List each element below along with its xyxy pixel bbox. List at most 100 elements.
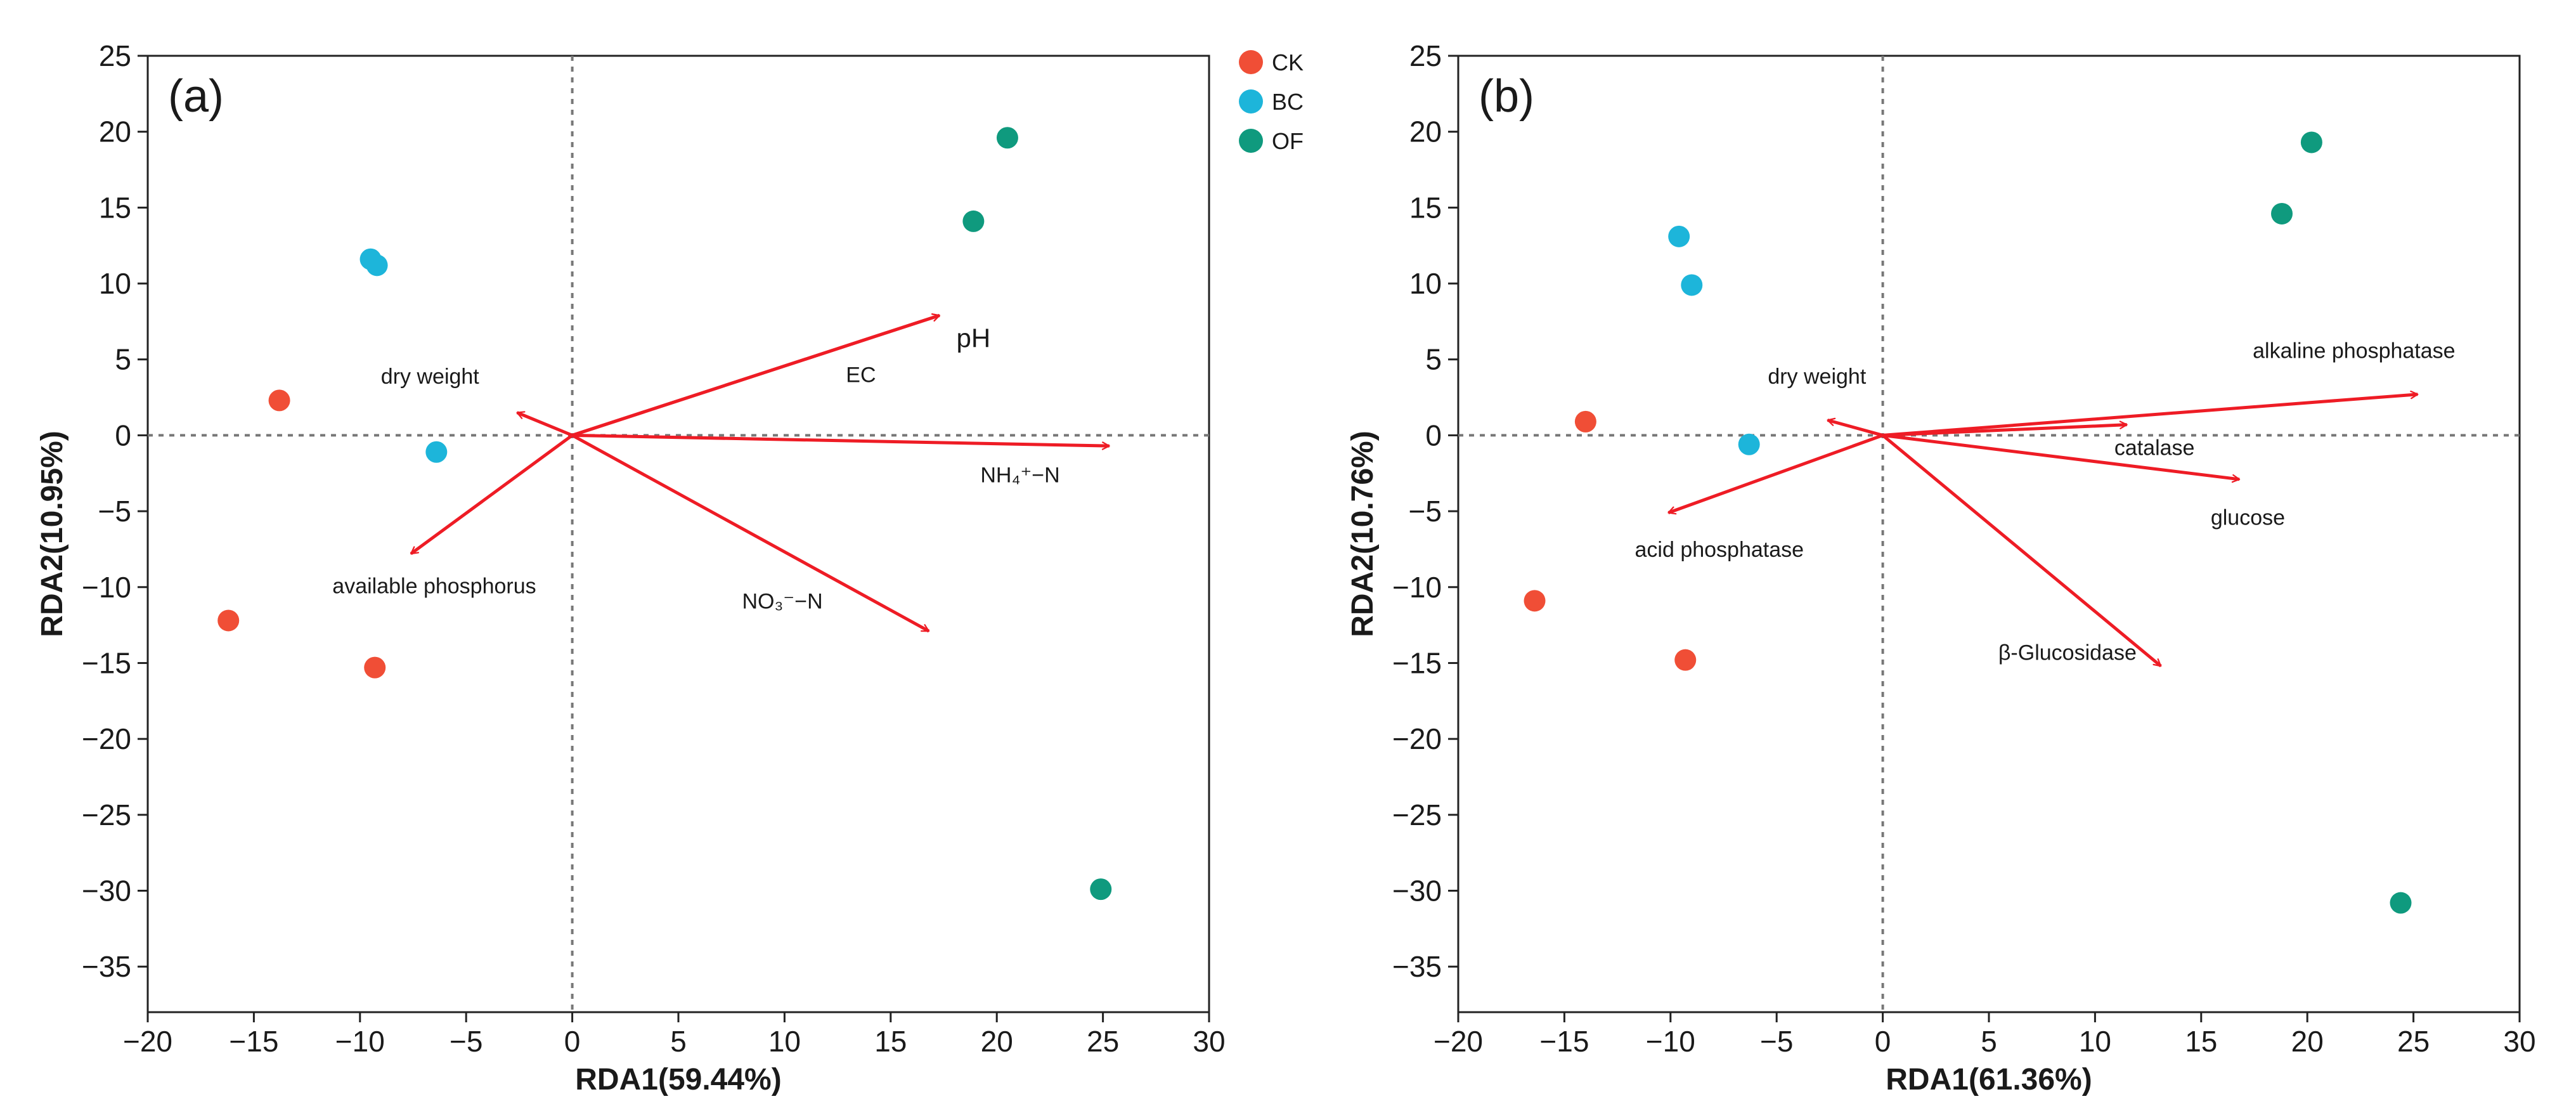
y-tick-label: 5 xyxy=(115,343,131,376)
y-tick-label: 20 xyxy=(99,115,131,148)
point-bc xyxy=(1738,433,1760,455)
arrow-label: NO₃⁻−N xyxy=(742,589,822,613)
arrow-available-phosphorus xyxy=(410,434,574,556)
x-tick-label: 30 xyxy=(1193,1025,1225,1058)
y-tick-label: −15 xyxy=(82,646,131,679)
point-bc xyxy=(366,254,388,277)
point-bc xyxy=(1681,274,1703,296)
x-tick-label: −15 xyxy=(229,1025,278,1058)
y-tick-label: −30 xyxy=(1392,875,1442,908)
x-tick-label: 25 xyxy=(1087,1025,1119,1058)
x-tick-label: −20 xyxy=(1434,1025,1483,1058)
x-tick-label: −5 xyxy=(1760,1025,1793,1058)
y-tick-label: −5 xyxy=(1409,495,1442,528)
x-tick-label: −20 xyxy=(123,1025,172,1058)
plot-frame xyxy=(1457,55,2521,1013)
arrow-catalase xyxy=(1882,420,2128,437)
y-tick-label: −35 xyxy=(82,950,131,983)
y-tick-label: −10 xyxy=(1392,571,1442,604)
legend-marker-of xyxy=(1239,129,1263,153)
legend-label-bc: BC xyxy=(1272,89,1304,115)
y-tick-label: 5 xyxy=(1425,343,1442,376)
x-tick-label: −5 xyxy=(450,1025,482,1058)
point-of xyxy=(2300,131,2322,153)
x-tick-label: 5 xyxy=(1981,1025,1997,1058)
arrow-label: acid phosphatase xyxy=(1635,538,1804,562)
y-tick-label: −5 xyxy=(98,495,131,528)
x-tick-label: −10 xyxy=(335,1025,385,1058)
arrow-label: glucose xyxy=(2211,506,2285,530)
arrow-dry-weight xyxy=(516,411,573,437)
legend-marker-ck xyxy=(1239,50,1263,74)
legend-label-ck: CK xyxy=(1272,49,1304,75)
x-axis-title: RDA1(59.44%) xyxy=(575,1063,781,1097)
panel-a: −20 −15 −10 −5 0 5 10 15 20 25 30 −35 −30 −25 −20 −15 −1… xyxy=(36,39,1226,1097)
arrow-acid-phosphatase xyxy=(1667,434,1884,515)
y-axis-title: RDA2(10.95%) xyxy=(36,431,69,637)
y-tick-label: −25 xyxy=(82,798,131,831)
x-tick-label: 30 xyxy=(2503,1025,2535,1058)
panel-label: (a) xyxy=(168,71,224,122)
x-tick-label: 5 xyxy=(670,1025,687,1058)
arrow-label: β-Glucosidase xyxy=(1998,641,2137,665)
x-tick-label: 0 xyxy=(564,1025,581,1058)
arrow-label: catalase xyxy=(2114,436,2195,460)
y-tick-label: −20 xyxy=(1392,722,1442,755)
x-axis-title: RDA1(61.36%) xyxy=(1886,1063,2092,1097)
y-tick-label: −25 xyxy=(1392,798,1442,831)
arrow-label: pH xyxy=(957,323,991,353)
arrow-label: dry weight xyxy=(1768,365,1867,389)
point-ck xyxy=(268,389,290,412)
x-tick-label: 20 xyxy=(981,1025,1013,1058)
y-tick-label: 20 xyxy=(1409,115,1442,148)
arrow-dry-weight xyxy=(1827,417,1884,437)
point-bc xyxy=(1668,225,1690,247)
legend-label-of: OF xyxy=(1272,128,1304,154)
point-ck xyxy=(1524,590,1546,612)
x-tick-label: 10 xyxy=(2079,1025,2111,1058)
x-tick-label: −15 xyxy=(1539,1025,1589,1058)
point-of xyxy=(1090,878,1112,901)
arrow-glucose xyxy=(1882,433,2241,483)
point-ck xyxy=(1674,649,1697,671)
plot-frame xyxy=(146,55,1210,1013)
x-tick-label: −10 xyxy=(1646,1025,1695,1058)
y-tick-label: −30 xyxy=(82,875,131,908)
y-tick-label: 0 xyxy=(1425,419,1442,452)
y-tick-label: 15 xyxy=(99,191,131,224)
x-tick-label: 0 xyxy=(1875,1025,1891,1058)
y-tick-label: 10 xyxy=(99,267,131,300)
point-bc xyxy=(425,441,448,463)
point-ck xyxy=(364,656,386,679)
point-of xyxy=(962,210,985,232)
arrow-alkaline-phosphatase xyxy=(1882,390,2419,437)
point-of xyxy=(996,127,1018,149)
x-tick-label: 15 xyxy=(2185,1025,2217,1058)
y-tick-label: −35 xyxy=(1392,950,1442,983)
point-of xyxy=(2390,892,2412,914)
x-tick-label: 20 xyxy=(2291,1025,2324,1058)
y-tick-label: 25 xyxy=(99,39,131,72)
arrow-label: alkaline phosphatase xyxy=(2253,339,2455,363)
arrow-ph xyxy=(571,313,940,437)
y-tick-label: −10 xyxy=(82,571,131,604)
x-tick-label: 25 xyxy=(2397,1025,2430,1058)
y-tick-label: 0 xyxy=(115,419,131,452)
arrow-label: NH₄⁺−N xyxy=(980,464,1059,488)
y-tick-label: −15 xyxy=(1392,646,1442,679)
arrow--glucosidase xyxy=(1882,434,2162,668)
point-ck xyxy=(1574,410,1596,433)
point-ck xyxy=(217,609,240,632)
y-tick-label: 10 xyxy=(1409,267,1442,300)
x-tick-label: 10 xyxy=(768,1025,801,1058)
panel-b: −20 −15 −10 −5 0 5 10 15 20 25 30 −35 −30 −25 −20 −15 −1… xyxy=(1346,39,2536,1097)
panel-label: (b) xyxy=(1479,71,1534,122)
y-axis-title: RDA2(10.76%) xyxy=(1346,431,1380,637)
y-tick-label: 15 xyxy=(1409,191,1442,224)
y-tick-label: −20 xyxy=(82,722,131,755)
point-of xyxy=(2271,202,2293,225)
y-tick-label: 25 xyxy=(1409,39,1442,72)
x-tick-label: 15 xyxy=(874,1025,907,1058)
